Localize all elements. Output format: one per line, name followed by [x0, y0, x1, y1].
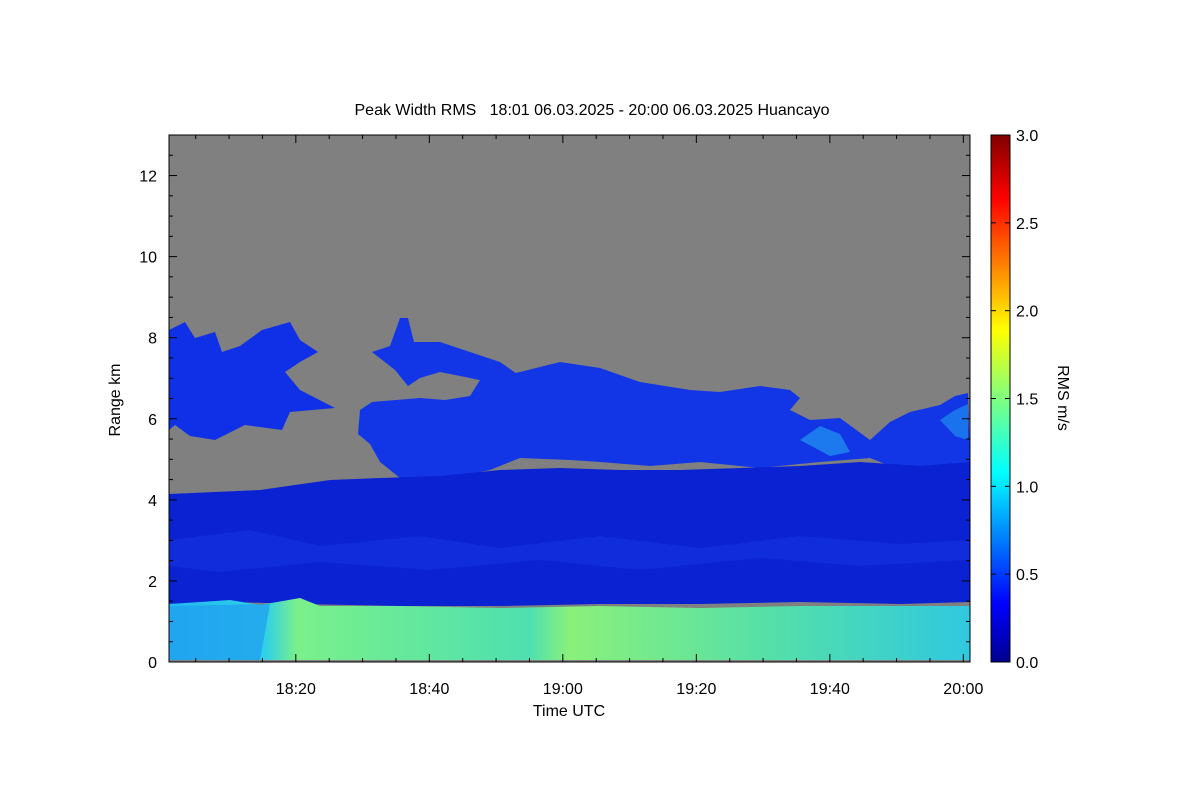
y-axis: 0 2 4 6 8 10 12	[139, 134, 970, 672]
colorbar-tick-label: 2.0	[1016, 304, 1038, 321]
middle-cloud-layer	[169, 462, 970, 606]
upper-cloud-layer	[169, 322, 335, 440]
upper-cloud-cyan-patch-2	[940, 404, 968, 440]
x-tick-label: 20:00	[943, 681, 983, 698]
x-tick-label: 18:20	[276, 681, 316, 698]
y-tick-label: 4	[148, 493, 157, 510]
plot-area	[169, 135, 970, 662]
upper-cloud-cyan-patch	[800, 426, 850, 456]
colorbar-tick-label: 1.5	[1016, 392, 1038, 409]
y-tick-label: 12	[139, 169, 157, 186]
y-axis-label: Range km	[107, 364, 124, 437]
y-tick-label: 2	[148, 574, 157, 591]
chart-title: Peak Width RMS 18:01 06.03.2025 - 20:00 …	[355, 102, 830, 119]
colorbar-tick-label: 0.5	[1016, 567, 1038, 584]
upper-cloud-streak	[372, 318, 520, 386]
middle-cloud-texture	[169, 530, 970, 572]
colorbar-ticks: 0.0 0.5 1.0 1.5 2.0 2.5 3.0	[991, 128, 1038, 672]
colorbar-tick-label: 3.0	[1016, 128, 1038, 145]
y-tick-label: 8	[148, 331, 157, 348]
low-boundary-layer	[169, 598, 970, 660]
x-tick-label: 19:00	[543, 681, 583, 698]
x-tick-label: 19:20	[676, 681, 716, 698]
colorbar-tick-label: 0.0	[1016, 655, 1038, 672]
x-axis: 18:20 18:40 19:00 19:20 19:40 20:00	[195, 135, 983, 698]
colorbar-tick-label: 2.5	[1016, 216, 1038, 233]
x-axis-label: Time UTC	[533, 703, 605, 720]
y-tick-label: 6	[148, 412, 157, 429]
low-layer-left-band	[169, 604, 270, 660]
x-tick-label: 19:40	[810, 681, 850, 698]
y-tick-label: 10	[139, 250, 157, 267]
y-tick-label: 0	[148, 655, 157, 672]
colorbar-tick-label: 1.0	[1016, 479, 1038, 496]
x-tick-label: 18:40	[409, 681, 449, 698]
colorbar-label: RMS m/s	[1054, 365, 1071, 431]
colorbar: 0.0 0.5 1.0 1.5 2.0 2.5 3.0 RMS m/s	[990, 128, 1071, 672]
